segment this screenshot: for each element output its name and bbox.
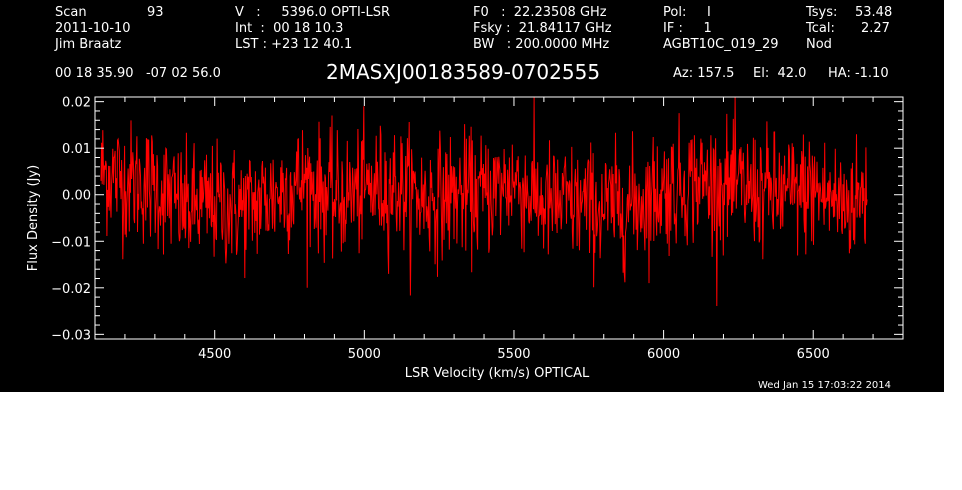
x-tick-label: 6000 [647, 347, 680, 362]
scan-number: 93 [147, 5, 164, 20]
spectrum-chart: 4500 5000 5500 6000 6500 −0.03 −0.02 −0.01 0.00 0… [26, 96, 904, 381]
sky-frequency: Fsky : 21.84117 GHz [473, 21, 612, 36]
y-tick-label: −0.01 [51, 235, 91, 250]
y-tick-label: 0.02 [62, 96, 91, 111]
plot-timestamp: Wed Jan 15 17:03:22 2014 [758, 380, 892, 391]
project-id: AGBT10C_019_29 [663, 37, 779, 52]
y-tick-label: −0.02 [51, 282, 91, 297]
bandwidth: BW : 200.0000 MHz [473, 37, 610, 52]
tsys-label: Tsys: [806, 5, 838, 20]
if-number: IF : 1 [663, 21, 712, 36]
azimuth: Az: 157.5 [673, 66, 735, 81]
tcal-label: Tcal: [806, 21, 835, 36]
source-coordinates: 00 18 35.90 -07 02 56.0 [55, 66, 221, 81]
axis-ticks [95, 97, 903, 339]
observation-date: 2011-10-10 [55, 21, 131, 36]
y-axis-title: Flux Density (Jy) [26, 165, 41, 271]
axis-tick-labels: 4500 5000 5500 6000 6500 −0.03 −0.02 −0.01 0.00 0… [51, 96, 830, 362]
x-tick-label: 6500 [797, 347, 830, 362]
polarization: Pol: I [663, 5, 711, 20]
tcal-value: 2.27 [861, 21, 890, 36]
velocity-readout: V : 5396.0 OPTI-LSR [235, 5, 391, 20]
plot-panel: Scan 93 2011-10-10 Jim Braatz V : 5396.0… [0, 0, 944, 392]
scan-label: Scan [55, 5, 87, 20]
hour-angle: HA: -1.10 [828, 66, 889, 81]
x-tick-label: 4500 [198, 347, 231, 362]
y-tick-label: 0.01 [62, 142, 91, 157]
spectrum-line [100, 96, 868, 307]
spectrum-series [100, 96, 868, 307]
observing-mode: Nod [806, 37, 832, 52]
tsys-value: 53.48 [855, 5, 893, 20]
lst-readout: LST : +23 12 40.1 [235, 37, 353, 52]
y-tick-label: 0.00 [62, 189, 91, 204]
x-tick-label: 5000 [348, 347, 381, 362]
rest-frequency: F0 : 22.23508 GHz [473, 5, 607, 20]
source-name: 2MASXJ00183589-0702555 [326, 60, 601, 84]
y-tick-label: −0.03 [51, 328, 91, 343]
integration-time: Int : 00 18 10.3 [235, 21, 344, 36]
x-axis-title: LSR Velocity (km/s) OPTICAL [405, 366, 590, 381]
observer-name: Jim Braatz [55, 37, 122, 52]
x-tick-label: 5500 [497, 347, 530, 362]
plot-frame [94, 96, 904, 340]
elevation: El: 42.0 [753, 66, 807, 81]
